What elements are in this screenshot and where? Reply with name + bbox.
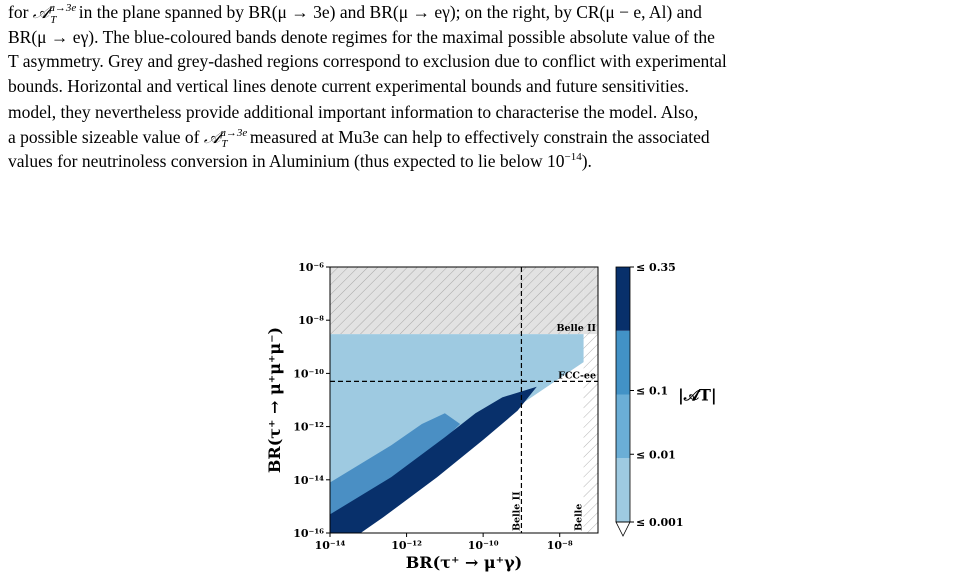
y-axis-label: BR(τ⁺ → μ⁺μ⁺μ⁻) — [265, 327, 284, 473]
body-line-3: values for neutrinoless conversion in Al… — [8, 151, 592, 171]
scatter-heatmap-figure: Belle II FCC-ee Belle II Belle 10⁻¹⁴ 10⁻¹² 10… — [250, 256, 730, 583]
y-tick-label: 10⁻¹⁴ — [293, 474, 324, 487]
x-axis-label: BR(τ⁺ → μ⁺γ) — [406, 553, 522, 572]
axes: 10⁻¹⁴ 10⁻¹² 10⁻¹⁰ 10⁻⁸10⁻¹⁶10⁻¹⁴10⁻¹²10⁻¹⁰1… — [265, 261, 573, 572]
bound-label-belle-ii: Belle II — [556, 323, 596, 334]
colorbar-segment — [616, 330, 630, 395]
body-line-2: a possible sizeable value of 𝒜μ→3eT meas… — [8, 126, 710, 150]
x-tick-label: 10⁻¹⁴ — [315, 539, 346, 552]
body-paragraph: model, they nevertheless provide additio… — [8, 100, 968, 174]
y-tick-label: 10⁻¹⁶ — [293, 527, 324, 540]
region-abs-at-0-35 — [330, 386, 537, 533]
chart-svg: Belle II FCC-ee Belle II Belle 10⁻¹⁴ 10⁻¹² 10… — [265, 261, 717, 572]
colorbar-tick-label: ≤ 0.001 — [636, 516, 684, 529]
colorbar-frame — [615, 266, 631, 523]
colorbar-segment — [616, 458, 630, 522]
caption-line-3: T asymmetry. Grey and grey-dashed region… — [8, 51, 727, 71]
bound-lines: Belle II FCC-ee Belle II Belle — [330, 267, 598, 533]
y-tick-label: 10⁻⁶ — [298, 261, 324, 274]
caption-line-1: for 𝒜μ→3eT in the plane spanned by BR(μ … — [8, 2, 702, 26]
colorbar-extend — [615, 521, 631, 537]
plot-area — [330, 267, 598, 533]
colorbar-segment — [616, 267, 630, 331]
colorbar-label: |𝒜T| — [678, 386, 717, 405]
plot-frame — [329, 266, 599, 534]
colorbar-tick-label: ≤ 0.01 — [636, 448, 676, 461]
excluded-region-corner — [583, 267, 598, 335]
colorbar-segment — [616, 394, 630, 459]
colorbar: ≤ 0.001 ≤ 0.01 ≤ 0.1 ≤ 0.35 |𝒜T| — [615, 261, 717, 537]
bound-label-belle-ii-x: Belle II — [511, 491, 522, 531]
x-tick-label: 10⁻¹⁰ — [468, 539, 499, 552]
x-tick-label: 10⁻⁸ — [547, 539, 573, 552]
colorbar-tick-label: ≤ 0.1 — [636, 385, 668, 398]
colorbar-tick-label: ≤ 0.35 — [636, 261, 676, 274]
y-tick-label: 10⁻⁸ — [298, 314, 324, 327]
excluded-region-top — [330, 267, 598, 335]
bound-label-fcc-ee: FCC-ee — [558, 370, 596, 381]
caption-line-2: BR(μ → eγ). The blue-coloured bands deno… — [8, 26, 715, 47]
caption-line-4: bounds. Horizontal and vertical lines de… — [8, 75, 689, 96]
figure-caption: for 𝒜μ→3eT in the plane spanned by BR(μ … — [8, 0, 968, 98]
x-tick-label: 10⁻¹² — [391, 539, 422, 552]
bound-label-belle-x: Belle — [574, 504, 585, 531]
y-tick-label: 10⁻¹⁰ — [293, 367, 324, 380]
y-tick-label: 10⁻¹² — [293, 421, 324, 434]
body-line-1: model, they nevertheless provide additio… — [8, 102, 699, 122]
